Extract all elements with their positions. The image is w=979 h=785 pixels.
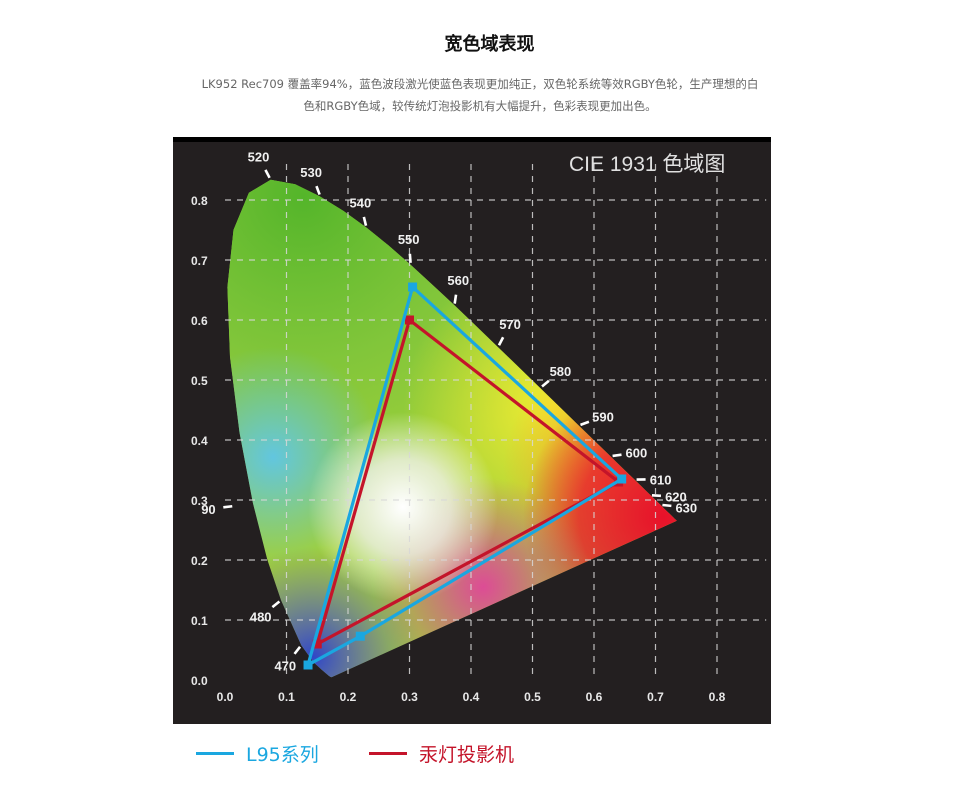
series-point (408, 282, 418, 292)
x-tick-label: 0.5 (524, 690, 541, 704)
wavelength-label: 620 (665, 490, 687, 505)
wavelength-label: 90 (201, 502, 215, 517)
wavelength-tick (612, 453, 622, 458)
x-tick-label: 0.0 (217, 690, 234, 704)
wavelength-tick (497, 336, 505, 346)
y-tick-label: 0.0 (191, 674, 208, 688)
series-point (312, 639, 322, 649)
cie-chart-svg: 0.0 0.1 0.2 0.3 0.4 0.5 0.6 0.7 0.8 0.0 0.1 0.2 0.3… (173, 137, 771, 724)
x-tick-label: 0.7 (647, 690, 664, 704)
x-tick-label: 0.3 (401, 690, 418, 704)
wavelength-tick (362, 216, 368, 226)
wavelength-tick (293, 645, 302, 655)
x-tick-label: 0.8 (709, 690, 726, 704)
y-tick-label: 0.8 (191, 194, 208, 208)
x-tick-label: 0.2 (340, 690, 357, 704)
gamut-series (303, 282, 627, 670)
wavelength-tick (408, 253, 412, 263)
wavelength-tick (580, 420, 590, 427)
series-point (303, 660, 313, 670)
series-outline (315, 318, 621, 646)
wavelength-label: 590 (592, 409, 614, 424)
y-tick-label: 0.4 (191, 434, 208, 448)
series-point (355, 631, 365, 641)
legend-label-mercury: 汞灯投影机 (419, 743, 515, 766)
wavelength-tick (315, 185, 321, 195)
legend-label-l95: L95系列 (246, 743, 319, 766)
wavelength-tick (541, 379, 550, 388)
wavelength-label: 480 (250, 609, 272, 624)
wavelength-label: 560 (447, 273, 469, 288)
wavelength-label: 630 (675, 500, 697, 515)
wavelength-tick (271, 600, 281, 609)
wavelength-tick (453, 294, 458, 304)
legend-item-mercury: 汞灯投影机 (369, 738, 514, 768)
y-axis-ticks: 0.0 0.1 0.2 0.3 0.4 0.5 0.6 0.7 0.8 (191, 194, 208, 688)
wavelength-label: 580 (550, 364, 572, 379)
cie-chart: 0.0 0.1 0.2 0.3 0.4 0.5 0.6 0.7 0.8 0.0 0.1 0.2 0.3… (173, 137, 771, 724)
wavelength-label: 520 (248, 150, 270, 165)
wavelength-label: 610 (650, 472, 672, 487)
wavelength-label: 540 (349, 195, 371, 210)
x-tick-label: 0.1 (278, 690, 295, 704)
y-tick-label: 0.2 (191, 554, 208, 568)
series-point (405, 315, 414, 325)
wavelength-tick (662, 503, 672, 508)
chart-grid (225, 164, 767, 680)
page-title: 宽色域表现 (444, 34, 535, 55)
x-tick-label: 0.4 (463, 690, 480, 704)
chart-top-border (173, 137, 771, 142)
legend-swatch-mercury (369, 751, 407, 755)
y-tick-label: 0.7 (191, 254, 208, 268)
legend-item-l95: L95系列 (196, 738, 319, 768)
y-tick-label: 0.3 (191, 494, 208, 508)
wavelength-label: 550 (398, 232, 420, 247)
y-tick-label: 0.5 (191, 374, 208, 388)
wavelength-label: 600 (625, 446, 647, 461)
y-tick-label: 0.1 (191, 614, 208, 628)
y-tick-label: 0.6 (191, 314, 208, 328)
legend-swatch-l95 (196, 751, 234, 755)
wavelength-tick (223, 504, 233, 509)
series-point (617, 474, 627, 484)
page-description: LK952 Rec709 覆盖率94%，蓝色波段激光使蓝色表现更加纯正，双色轮系… (201, 77, 759, 113)
wavelength-labels: 5205305405505605705805906006106206309048… (201, 150, 697, 674)
wavelength-label: 470 (274, 659, 296, 674)
wavelength-tick (264, 169, 271, 179)
x-axis-ticks: 0.0 0.1 0.2 0.3 0.4 0.5 0.6 0.7 0.8 (217, 690, 726, 704)
wavelength-label: 570 (499, 317, 521, 332)
x-tick-label: 0.6 (586, 690, 603, 704)
chart-title: CIE 1931 色域图 (569, 153, 725, 176)
wavelength-label: 530 (300, 165, 322, 180)
wavelength-tick (651, 494, 662, 498)
